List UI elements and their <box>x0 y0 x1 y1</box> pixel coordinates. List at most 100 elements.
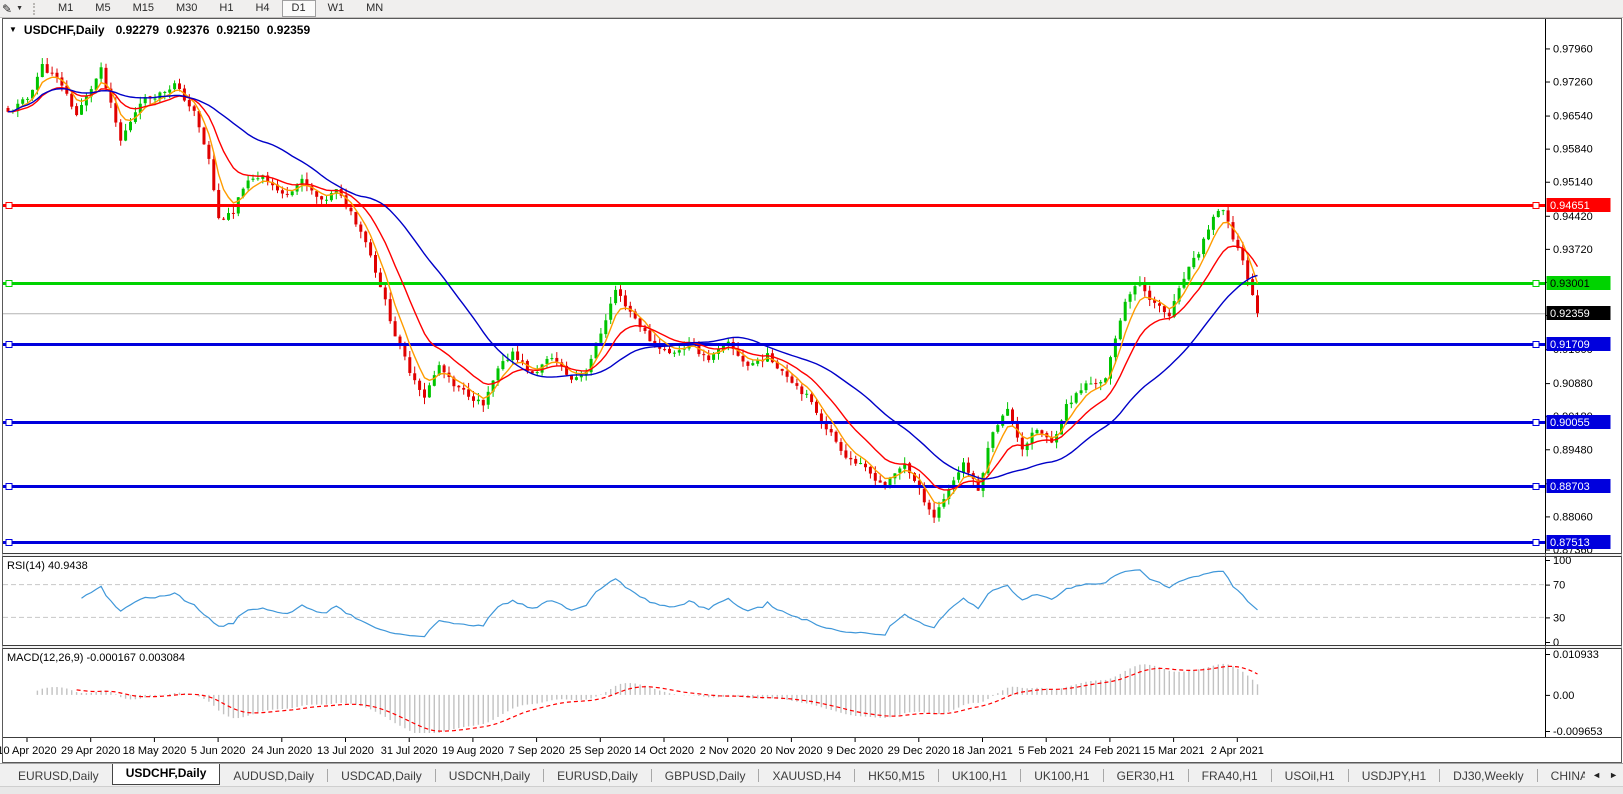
tab-dj30-weekly[interactable]: DJ30,Weekly <box>1453 768 1524 783</box>
chart-canvas[interactable]: 0.97960 0.97260 0.96540 0.95840 0.95140 0.944… <box>0 0 1623 763</box>
macd-signal-line <box>76 665 1258 732</box>
date-tick-label: 13 Jul 2020 <box>317 745 374 757</box>
date-tick-label: 24 Jun 2020 <box>252 745 313 757</box>
hline-handle[interactable] <box>1532 419 1540 426</box>
svg-text:0.87513: 0.87513 <box>1550 537 1590 549</box>
rsi-panel: 100 70 30 0 <box>3 555 1571 649</box>
price-tag-0.90055: 0.90055 <box>1546 415 1611 429</box>
tab-usdchf-daily[interactable]: USDCHF,Daily <box>111 764 221 785</box>
price-tag-0.94651: 0.94651 <box>1546 198 1611 212</box>
rsi-tick-label: 70 <box>1553 580 1565 592</box>
tab-xauusd-h4[interactable]: XAUUSD,H4 <box>772 768 842 783</box>
ohlc-low: 0.92150 <box>216 23 260 37</box>
tab-fra40-h1[interactable]: FRA40,H1 <box>1201 768 1258 783</box>
hline-0.90055[interactable] <box>3 419 1545 426</box>
price-tick-label: 0.97960 <box>1553 43 1593 55</box>
tab-uk100-h1[interactable]: UK100,H1 <box>951 768 1008 783</box>
tab-usdcad-daily[interactable]: USDCAD,Daily <box>341 768 422 783</box>
tab-separator <box>937 769 939 782</box>
ohlc-close: 0.92359 <box>266 23 311 37</box>
moving-averages-layer <box>7 76 1259 505</box>
window-bottom-strip <box>0 786 1623 794</box>
macd-tick-label: 0.010933 <box>1553 649 1599 661</box>
panel-splitter[interactable] <box>2 554 1622 556</box>
tab-separator <box>1439 769 1441 782</box>
hline-handle[interactable] <box>5 539 13 546</box>
tab-hk50-m15[interactable]: HK50,M15 <box>868 768 925 783</box>
tab-usdjpy-h1[interactable]: USDJPY,H1 <box>1361 768 1427 783</box>
tab-separator <box>1270 769 1272 782</box>
date-tick-label: 25 Sep 2020 <box>569 745 631 757</box>
date-tick-label: 7 Sep 2020 <box>508 745 564 757</box>
tabs-scroll-right-icon[interactable]: ► <box>1609 770 1618 780</box>
date-tick-label: 5 Feb 2021 <box>1018 745 1074 757</box>
macd-indicator-label: MACD(12,26,9) -0.000167 0.003084 <box>7 652 185 664</box>
timeframe-button-w1[interactable]: W1 <box>327 2 345 14</box>
date-tick-label: 31 Jul 2020 <box>381 745 438 757</box>
toolbar-grip <box>33 2 39 15</box>
hline-handle[interactable] <box>5 280 13 287</box>
timeframe-button-m1[interactable]: M1 <box>58 2 74 14</box>
hline-handle[interactable] <box>1532 280 1540 287</box>
macd-tick-label: -0.009653 <box>1553 726 1603 738</box>
hline-handle[interactable] <box>1532 341 1540 348</box>
hline-handle[interactable] <box>1532 202 1540 209</box>
timeframe-button-mn[interactable]: MN <box>366 2 384 14</box>
timeframe-button-m15[interactable]: M15 <box>132 2 154 14</box>
price-tag-0.93001: 0.93001 <box>1546 276 1611 290</box>
tab-separator <box>1187 769 1189 782</box>
tab-uk100-h1[interactable]: UK100,H1 <box>1034 768 1090 783</box>
hline-handle[interactable] <box>5 202 13 209</box>
timeframe-button-m5[interactable]: M5 <box>95 2 111 14</box>
date-tick-label: 18 May 2020 <box>123 745 187 757</box>
date-tick-label: 24 Feb 2021 <box>1079 745 1141 757</box>
tab-audusd-daily[interactable]: AUDUSD,Daily <box>233 768 315 783</box>
tab-ger30-h1[interactable]: GER30,H1 <box>1116 768 1175 783</box>
tool-dropdown-caret[interactable]: ▼ <box>16 5 23 12</box>
hline-0.93001[interactable] <box>3 280 1545 287</box>
hline-0.88703[interactable] <box>3 483 1545 490</box>
time-axis[interactable]: 10 Apr 2020 29 Apr 2020 18 May 2020 5 Jun 2… <box>0 737 1264 758</box>
ma-sma30-line <box>7 87 1258 480</box>
price-tick-label: 0.90880 <box>1553 378 1593 390</box>
hline-0.87513[interactable] <box>3 539 1545 546</box>
timeframe-button-h4[interactable]: H4 <box>255 2 270 14</box>
date-tick-label: 29 Dec 2020 <box>888 745 950 757</box>
timeframe-button-h1[interactable]: H1 <box>219 2 234 14</box>
hline-handle[interactable] <box>5 419 13 426</box>
chart-tab-bar: EURUSD,Daily USDCHF,Daily AUDUSD,Daily USDC… <box>0 763 1623 794</box>
tab-separator <box>1536 769 1538 782</box>
draw-tool-button[interactable]: ✎ ▼ <box>0 3 27 15</box>
price-axis[interactable]: 0.97960 0.97260 0.96540 0.95840 0.95140 0.944… <box>1545 19 1593 737</box>
macd-tick-label: 0.00 <box>1553 690 1574 702</box>
pen-tool-icon: ✎ <box>2 1 13 16</box>
tab-usoil-h1[interactable]: USOil,H1 <box>1284 768 1335 783</box>
price-tick-label: 0.96540 <box>1553 111 1593 123</box>
timeframe-button-m30[interactable]: M30 <box>175 2 198 14</box>
hline-0.91709[interactable] <box>3 341 1545 348</box>
hline-handle[interactable] <box>1532 539 1540 546</box>
price-tag-0.88703: 0.88703 <box>1546 479 1611 493</box>
svg-text:0.90055: 0.90055 <box>1550 417 1590 429</box>
tab-usdcnh-daily[interactable]: USDCNH,Daily <box>448 768 531 783</box>
date-tick-label: 10 Apr 2020 <box>0 745 57 757</box>
panel-splitter[interactable] <box>2 646 1622 648</box>
tab-eurusd-daily[interactable]: EURUSD,Daily <box>18 768 99 783</box>
tabs-scroll-left-icon[interactable]: ◄ <box>1592 770 1602 780</box>
date-tick-label: 15 Mar 2021 <box>1143 745 1205 757</box>
hline-handle[interactable] <box>5 483 13 490</box>
current-price-tag: 0.92359 <box>1546 306 1611 320</box>
timeframe-button-d1[interactable]: D1 <box>281 0 316 17</box>
hline-handle[interactable] <box>5 341 13 348</box>
tab-china300-h1[interactable]: CHINA300,H1 <box>1550 768 1585 783</box>
chart-menu-caret-icon[interactable]: ▼ <box>9 24 17 34</box>
svg-text:0.88703: 0.88703 <box>1550 481 1590 493</box>
price-tick-label: 0.93720 <box>1553 244 1593 256</box>
tab-gbpusd-daily[interactable]: GBPUSD,Daily <box>664 768 746 783</box>
rsi-tick-label: 0 <box>1553 637 1559 649</box>
tab-separator <box>1102 769 1104 782</box>
hline-handle[interactable] <box>1532 483 1540 490</box>
timeframe-buttons: M1 M5 M15 M30 H1 H4 D1 W1 MN <box>47 0 394 17</box>
tab-eurusd-daily[interactable]: EURUSD,Daily <box>557 768 638 783</box>
hline-0.94651[interactable] <box>3 202 1545 209</box>
